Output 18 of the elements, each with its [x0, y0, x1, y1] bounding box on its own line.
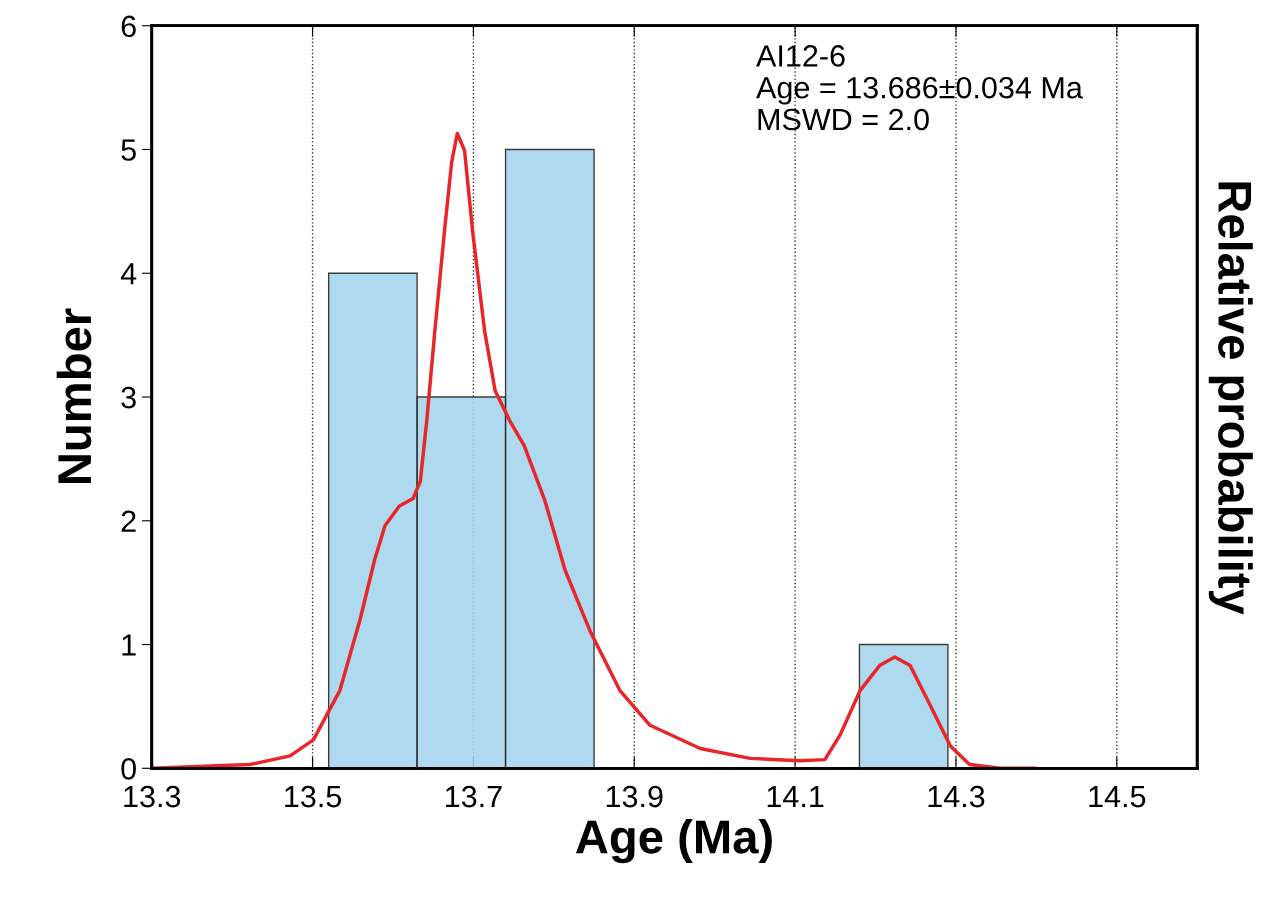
x-tick-label: 13.7	[446, 785, 502, 808]
y-tick-label: 0	[121, 758, 136, 780]
x-tick-label: 14.5	[1089, 786, 1146, 808]
y-axis-title: Number	[56, 308, 92, 484]
x-tick-label: 13.9	[606, 785, 663, 808]
y-tick-label: 3	[121, 386, 136, 409]
y-tick-label: 4	[120, 263, 137, 285]
x-axis-title: Age (Ma)	[575, 818, 772, 864]
y-tick-label: 2	[121, 510, 136, 532]
y-tick-label: 5	[121, 139, 136, 161]
x-tick-label: 13.5	[285, 785, 342, 808]
y2-axis-title: Relative probability	[1208, 182, 1253, 615]
x-tick-label: 13.3	[124, 785, 181, 808]
y-tick-label: 1	[122, 634, 136, 656]
x-tick-label: 14.3	[928, 785, 985, 808]
y-tick-label: 6	[121, 15, 136, 38]
x-tick-label: 14.1	[767, 786, 824, 808]
annotation: AI12-6 Age = 13.686±0.034 Ma MSWD = 2.0	[756, 45, 1083, 131]
